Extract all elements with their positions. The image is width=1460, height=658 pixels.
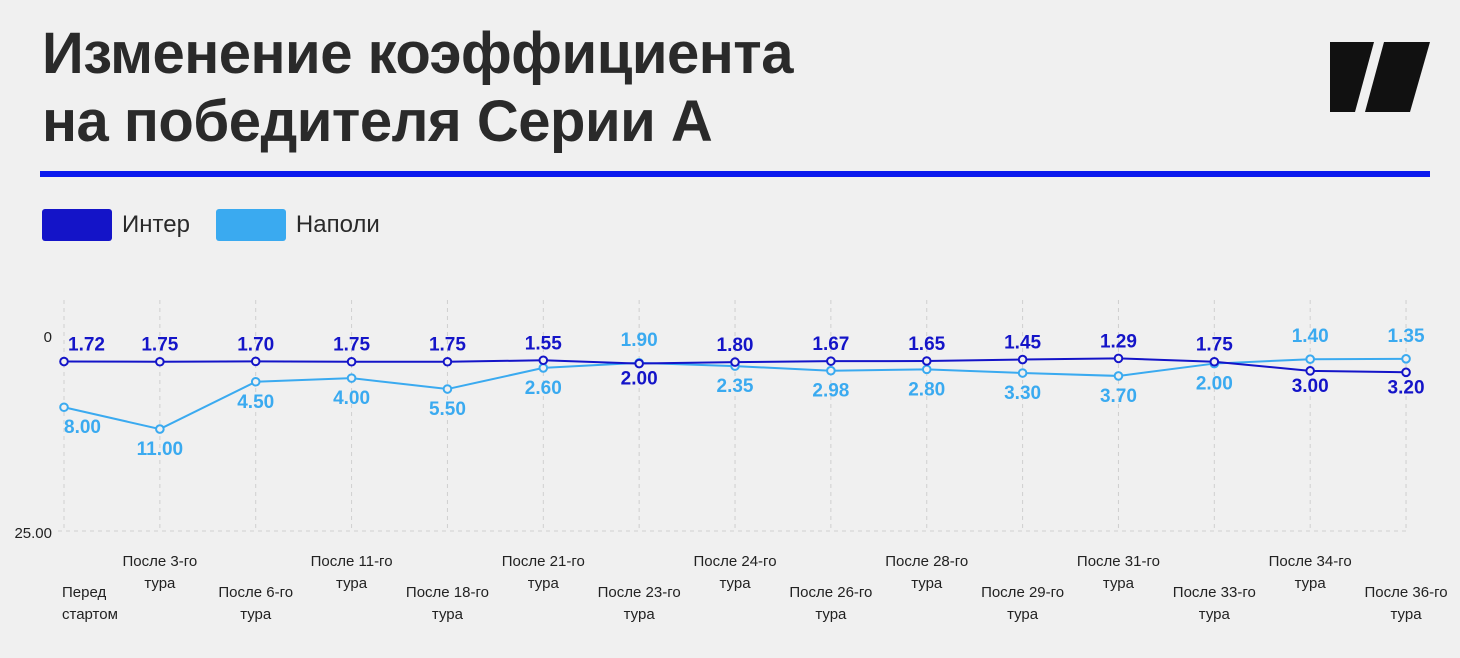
data-label-inter: 3.00 <box>1292 376 1329 397</box>
data-label-napoli: 1.35 <box>1388 326 1425 347</box>
title-divider <box>40 171 1430 177</box>
data-point-inter <box>59 356 69 367</box>
data-label-napoli: 2.00 <box>1196 374 1233 395</box>
data-label-napoli: 5.50 <box>429 399 466 420</box>
data-point-napoli <box>921 364 932 375</box>
data-point-napoli <box>1113 371 1124 381</box>
data-point-inter <box>826 356 836 366</box>
data-point-inter <box>1305 366 1315 376</box>
data-label-inter: 2.00 <box>621 369 658 390</box>
data-label-napoli: 2.98 <box>812 381 849 402</box>
data-point-napoli <box>346 373 357 383</box>
data-label-inter: 1.75 <box>1196 335 1233 356</box>
data-point-inter <box>442 356 453 367</box>
x-tick-label: После 33-го тура <box>1173 584 1256 623</box>
x-tick-label: После 28-го тура <box>885 553 968 592</box>
data-label-inter: 1.29 <box>1100 331 1137 352</box>
data-label-inter: 1.65 <box>908 334 945 355</box>
x-tick-label: После 6-го тура <box>218 584 293 623</box>
data-point-inter <box>346 356 357 367</box>
data-label-napoli: 2.35 <box>717 376 754 397</box>
logo-bar-left <box>1330 42 1374 112</box>
x-tick-label: После 24-го тура <box>693 553 776 592</box>
legend-swatch-napoli <box>215 209 286 241</box>
data-label-napoli: 3.70 <box>1100 386 1137 407</box>
data-label-inter: 1.80 <box>717 335 754 356</box>
data-label-inter: 1.70 <box>237 334 274 355</box>
data-point-napoli <box>1017 368 1028 378</box>
x-tick-label: После 21-го тура <box>502 553 585 592</box>
x-tick-label: После 18-го тура <box>406 584 489 623</box>
x-tick-label: После 36-го тура <box>1365 584 1448 623</box>
chart-title-line-2: на победителя Серии А <box>42 89 713 154</box>
data-label-napoli: 4.50 <box>237 392 274 413</box>
data-point-inter <box>1209 356 1220 367</box>
data-label-napoli: 2.80 <box>908 379 945 400</box>
data-point-inter <box>921 356 932 366</box>
data-label-napoli: 2.60 <box>525 378 562 399</box>
data-label-inter: 1.55 <box>525 333 562 354</box>
data-label-napoli: 3.30 <box>1004 383 1041 404</box>
x-tick-label: После 26-го тура <box>789 584 872 623</box>
x-tick-label: После 3-го тура <box>123 553 198 592</box>
x-tick-label: После 31-го тура <box>1077 553 1160 592</box>
data-label-napoli: 1.40 <box>1292 326 1329 347</box>
data-point-inter <box>155 356 165 367</box>
data-point-napoli <box>250 376 261 387</box>
legend-swatch-inter <box>42 209 112 241</box>
data-point-napoli <box>155 424 165 434</box>
legend-label-napoli: Наполи <box>295 211 380 238</box>
legend-item-napoli: Наполи <box>215 209 380 241</box>
data-label-inter: 1.75 <box>429 335 466 356</box>
chart-legend: Интер Наполи <box>42 208 406 242</box>
legend-item-inter: Интер <box>42 209 190 241</box>
data-point-inter <box>1017 354 1028 365</box>
data-point-napoli <box>1305 354 1315 364</box>
legend-label-inter: Интер <box>122 211 190 238</box>
chart-title: Изменение коэффициента на победителя Сер… <box>42 20 793 156</box>
data-label-napoli: 4.00 <box>333 388 370 409</box>
data-point-inter <box>250 356 261 367</box>
data-point-napoli <box>538 363 549 373</box>
data-label-inter: 1.72 <box>68 335 105 356</box>
y-tick-label: 25.00 <box>14 525 52 542</box>
x-tick-label: После 34-го тура <box>1269 553 1352 592</box>
data-point-inter <box>730 357 740 367</box>
data-label-inter: 3.20 <box>1388 377 1425 398</box>
y-tick-label: 0 <box>44 329 52 346</box>
data-point-inter <box>1113 353 1124 364</box>
data-label-inter: 1.75 <box>333 335 370 356</box>
data-point-napoli <box>826 365 836 376</box>
data-label-inter: 1.45 <box>1004 333 1041 354</box>
data-point-inter <box>1401 367 1411 378</box>
x-tick-label: После 23-го тура <box>598 584 681 623</box>
x-tick-label: После 11-го тура <box>311 553 393 592</box>
data-point-napoli <box>59 402 69 413</box>
data-label-napoli: 11.00 <box>137 439 184 460</box>
data-label-napoli: 1.90 <box>621 330 658 351</box>
data-label-napoli: 8.00 <box>64 417 101 438</box>
data-label-inter: 1.75 <box>141 335 178 356</box>
data-point-inter <box>538 355 549 366</box>
data-point-inter <box>634 358 644 369</box>
data-label-inter: 1.67 <box>812 334 849 355</box>
data-point-napoli <box>1401 354 1411 364</box>
data-point-napoli <box>442 384 453 394</box>
brand-logo-icon <box>1330 42 1430 112</box>
x-tick-label: Перед стартом <box>62 584 118 623</box>
x-tick-label: После 29-го тура <box>981 584 1064 623</box>
chart-title-line-1: Изменение коэффициента <box>42 21 793 86</box>
logo-bar-right <box>1365 42 1430 112</box>
